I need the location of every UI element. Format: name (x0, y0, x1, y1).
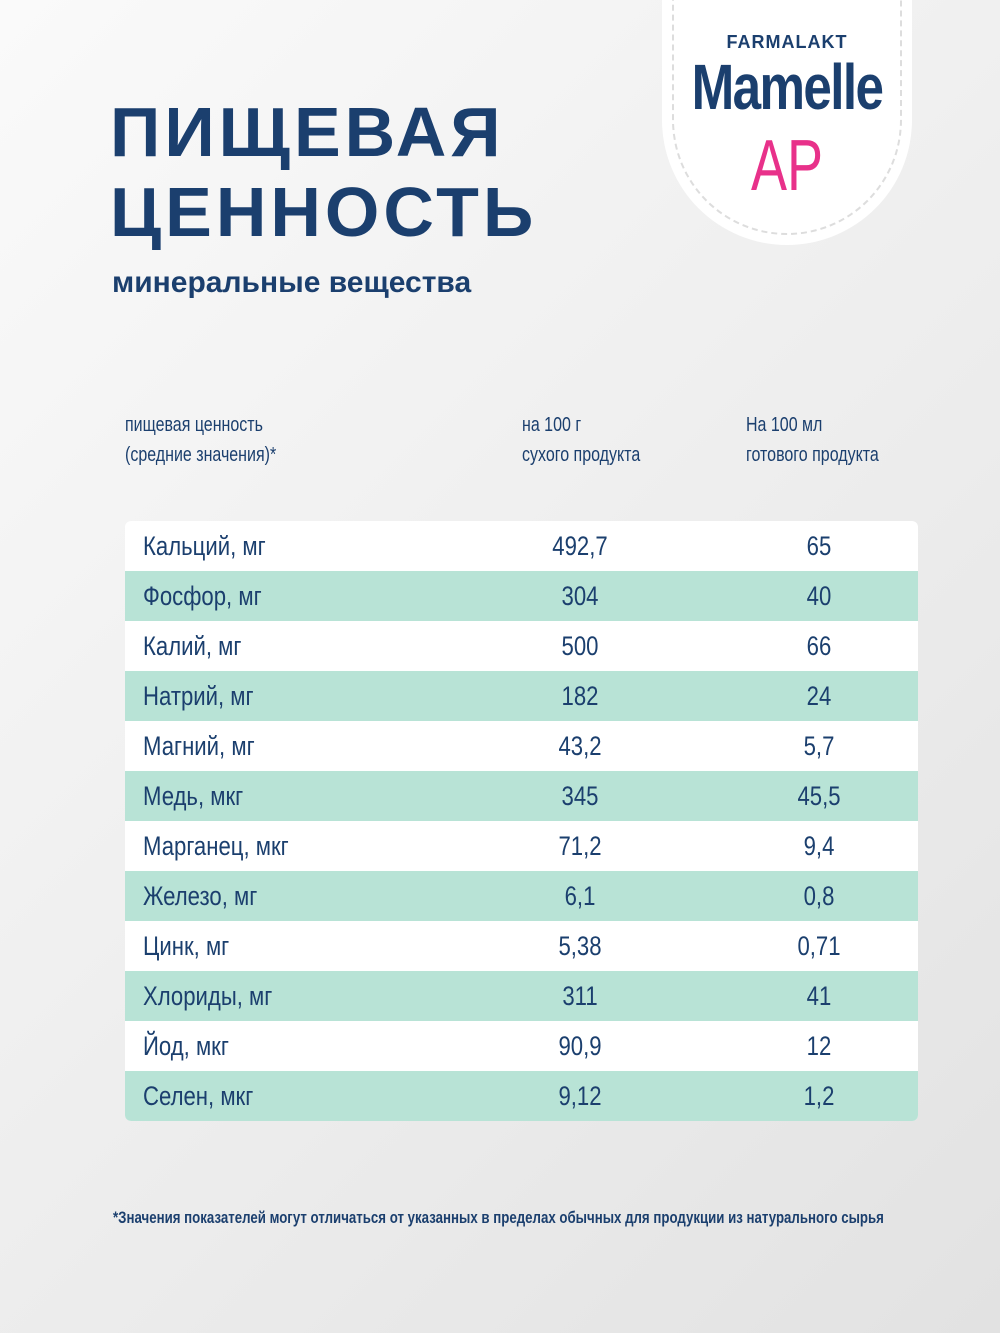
cell: Фосфор, мг (143, 581, 262, 611)
brand: FARMALAKT (726, 32, 848, 52)
header-line: готового продукта (746, 444, 879, 466)
header-line: (средние значения)* (125, 444, 277, 466)
table-row: Натрий, мг 182 24 (125, 671, 918, 721)
brand-name: Mamelle (691, 51, 884, 123)
column-header: на 100 г сухого продукта (522, 410, 640, 470)
variant: АР (750, 126, 824, 206)
table-row: Селен, мкг 9,12 1,2 (125, 1071, 918, 1121)
column-header: пищевая ценность (средние значения)* (125, 410, 276, 470)
table-row: Йод, мкг 90,9 12 (143, 1031, 832, 1061)
cell: Кальций, мг (143, 531, 266, 561)
header-line: сухого продукта (522, 444, 641, 466)
cell: Калий, мг (143, 631, 242, 661)
subtitle: минеральные вещества (112, 266, 472, 299)
title: ЦЕННОСТЬ (110, 173, 538, 251)
table-row: Марганец, мкг 71,2 9,4 (143, 831, 835, 861)
table: Кальций, мг 492,7 65 Фосфор, мг 304 40 Калий, … (125, 521, 918, 1121)
table-row: Цинк, мг 5,38 0,71 (143, 931, 841, 961)
title: ПИЩЕВАЯ (110, 93, 505, 171)
column-header: На 100 мл готового продукта (746, 410, 879, 470)
cell: Магний, мг (143, 731, 255, 761)
table-row: Железо, мг 6,1 0,8 (125, 871, 918, 921)
cell: Железо, мг (143, 881, 258, 911)
cell: Марганец, мкг (143, 831, 289, 861)
table-row: Калий, мг 500 66 (143, 631, 832, 661)
header-line: на 100 г (522, 414, 582, 436)
table-row: Фосфор, мг 304 40 (125, 571, 918, 621)
cell: Хлориды, мг (143, 981, 273, 1011)
footnote: *Значения показателей могут отличаться о… (113, 1208, 884, 1227)
header-line: На 100 мл (746, 414, 823, 436)
cell: Медь, мкг (143, 781, 244, 811)
cell: Натрий, мг (143, 681, 254, 711)
table-row: Медь, мкг 345 45,5 (125, 771, 918, 821)
cell: Цинк, мг (143, 931, 230, 961)
table-row: Хлориды, мг 311 41 (125, 971, 918, 1021)
header-line: пищевая ценность (125, 414, 263, 436)
table-row: Магний, мг 43,2 5,7 (143, 731, 835, 761)
cell: Йод, мкг (143, 1031, 229, 1061)
table-row: Кальций, мг 492,7 65 (143, 531, 832, 561)
cell: Селен, мкг (143, 1081, 254, 1111)
logo: FARMALAKT Mamelle АР (662, 0, 912, 245)
